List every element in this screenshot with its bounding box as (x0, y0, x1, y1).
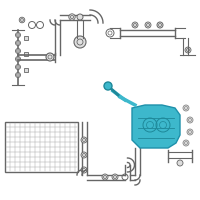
Circle shape (19, 17, 25, 23)
Circle shape (81, 152, 87, 158)
Circle shape (46, 53, 54, 61)
Circle shape (132, 22, 138, 28)
Bar (24, 52, 28, 56)
Circle shape (185, 47, 191, 53)
Circle shape (16, 48, 21, 53)
Circle shape (183, 105, 189, 111)
Circle shape (183, 140, 189, 146)
Circle shape (16, 72, 21, 77)
Circle shape (102, 174, 108, 180)
Circle shape (187, 129, 193, 135)
Circle shape (69, 14, 75, 20)
Circle shape (16, 56, 21, 62)
Bar (24, 68, 28, 72)
Circle shape (157, 22, 163, 28)
Bar (5, 122, 78, 172)
Bar (24, 36, 28, 40)
Circle shape (177, 160, 183, 166)
Circle shape (81, 137, 87, 143)
Circle shape (187, 117, 193, 123)
Circle shape (104, 82, 112, 90)
Circle shape (16, 40, 21, 46)
Circle shape (77, 14, 83, 20)
Circle shape (16, 64, 21, 70)
Circle shape (74, 36, 86, 48)
Circle shape (112, 174, 118, 180)
Polygon shape (132, 105, 180, 148)
Circle shape (16, 32, 21, 38)
Circle shape (145, 22, 151, 28)
